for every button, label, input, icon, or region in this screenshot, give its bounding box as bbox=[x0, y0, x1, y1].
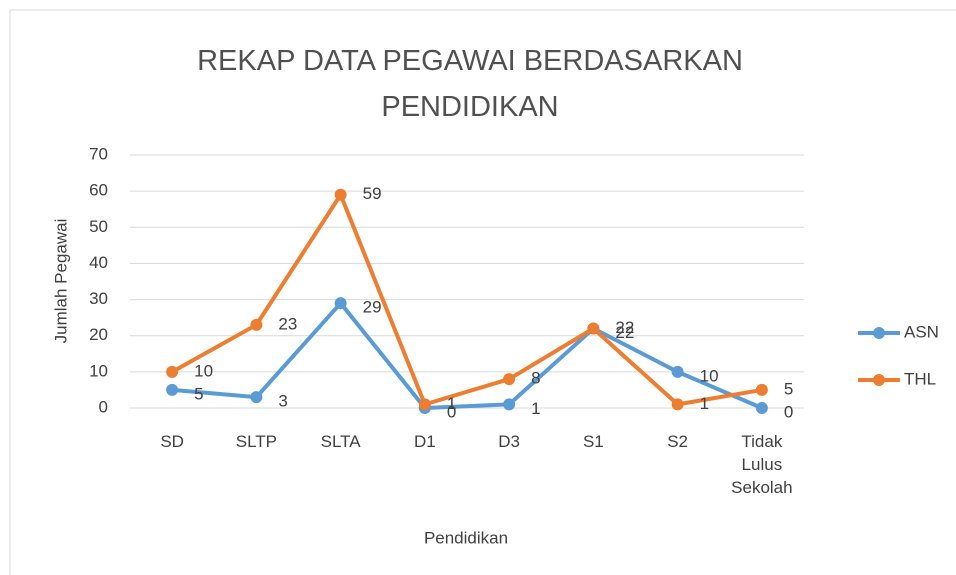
data-label: 22 bbox=[615, 323, 634, 342]
data-label: 23 bbox=[278, 314, 297, 333]
point bbox=[250, 391, 263, 404]
x-tick-label: S2 bbox=[667, 432, 689, 451]
x-tick-label: SD bbox=[160, 432, 184, 451]
x-tick-label: Tidak Lulus Sekolah bbox=[731, 432, 793, 497]
point bbox=[166, 365, 179, 378]
legend-marker bbox=[873, 374, 885, 386]
y-tick-label: 30 bbox=[89, 289, 108, 308]
data-label: 5 bbox=[194, 384, 203, 403]
data-label: 22 bbox=[615, 318, 634, 337]
legend-marker bbox=[873, 327, 885, 339]
point bbox=[334, 297, 347, 310]
series-line bbox=[171, 301, 763, 410]
x-tick-label: SLTA bbox=[320, 432, 361, 451]
data-label: 10 bbox=[700, 366, 719, 385]
legend-label: ASN bbox=[904, 322, 939, 341]
x-tick-label: D1 bbox=[414, 432, 436, 451]
data-label: 29 bbox=[363, 298, 382, 317]
data-label: 8 bbox=[531, 369, 540, 388]
point bbox=[755, 383, 768, 396]
series-line bbox=[171, 192, 763, 407]
y-tick-label: 0 bbox=[99, 397, 108, 416]
point bbox=[755, 402, 768, 414]
data-label: 1 bbox=[700, 394, 709, 413]
point bbox=[418, 398, 431, 411]
point bbox=[503, 398, 516, 411]
point bbox=[503, 373, 516, 386]
data-label: 10 bbox=[194, 361, 213, 380]
chart-title: REKAP DATA PEGAWAI BERDASARKAN PENDIDIKA… bbox=[197, 45, 743, 123]
y-tick-label: 40 bbox=[89, 253, 108, 272]
point bbox=[671, 365, 684, 378]
point bbox=[587, 322, 600, 335]
x-tick-label: D3 bbox=[498, 432, 520, 451]
point bbox=[671, 398, 684, 411]
y-tick-label: 10 bbox=[89, 361, 108, 380]
y-tick-label: 70 bbox=[89, 144, 108, 163]
x-axis-title: Pendidikan bbox=[424, 528, 508, 547]
y-tick-label: 50 bbox=[89, 217, 108, 236]
legend-label: THL bbox=[904, 369, 936, 388]
data-label: 0 bbox=[447, 402, 456, 421]
point bbox=[166, 383, 179, 396]
point bbox=[250, 318, 263, 331]
y-tick-label: 60 bbox=[89, 181, 108, 200]
data-label: 59 bbox=[363, 184, 382, 203]
chart-border bbox=[9, 9, 956, 575]
data-label: 0 bbox=[784, 402, 793, 421]
data-label: 5 bbox=[784, 379, 793, 398]
data-label: 3 bbox=[278, 392, 287, 411]
data-label: 1 bbox=[447, 394, 456, 413]
point bbox=[334, 188, 347, 201]
x-tick-label: S1 bbox=[582, 432, 604, 451]
y-tick-label: 20 bbox=[89, 325, 108, 344]
data-label: 1 bbox=[531, 399, 540, 418]
y-axis-title: Jumlah Pegawai bbox=[51, 219, 70, 344]
x-tick-label: SLTP bbox=[235, 432, 277, 451]
